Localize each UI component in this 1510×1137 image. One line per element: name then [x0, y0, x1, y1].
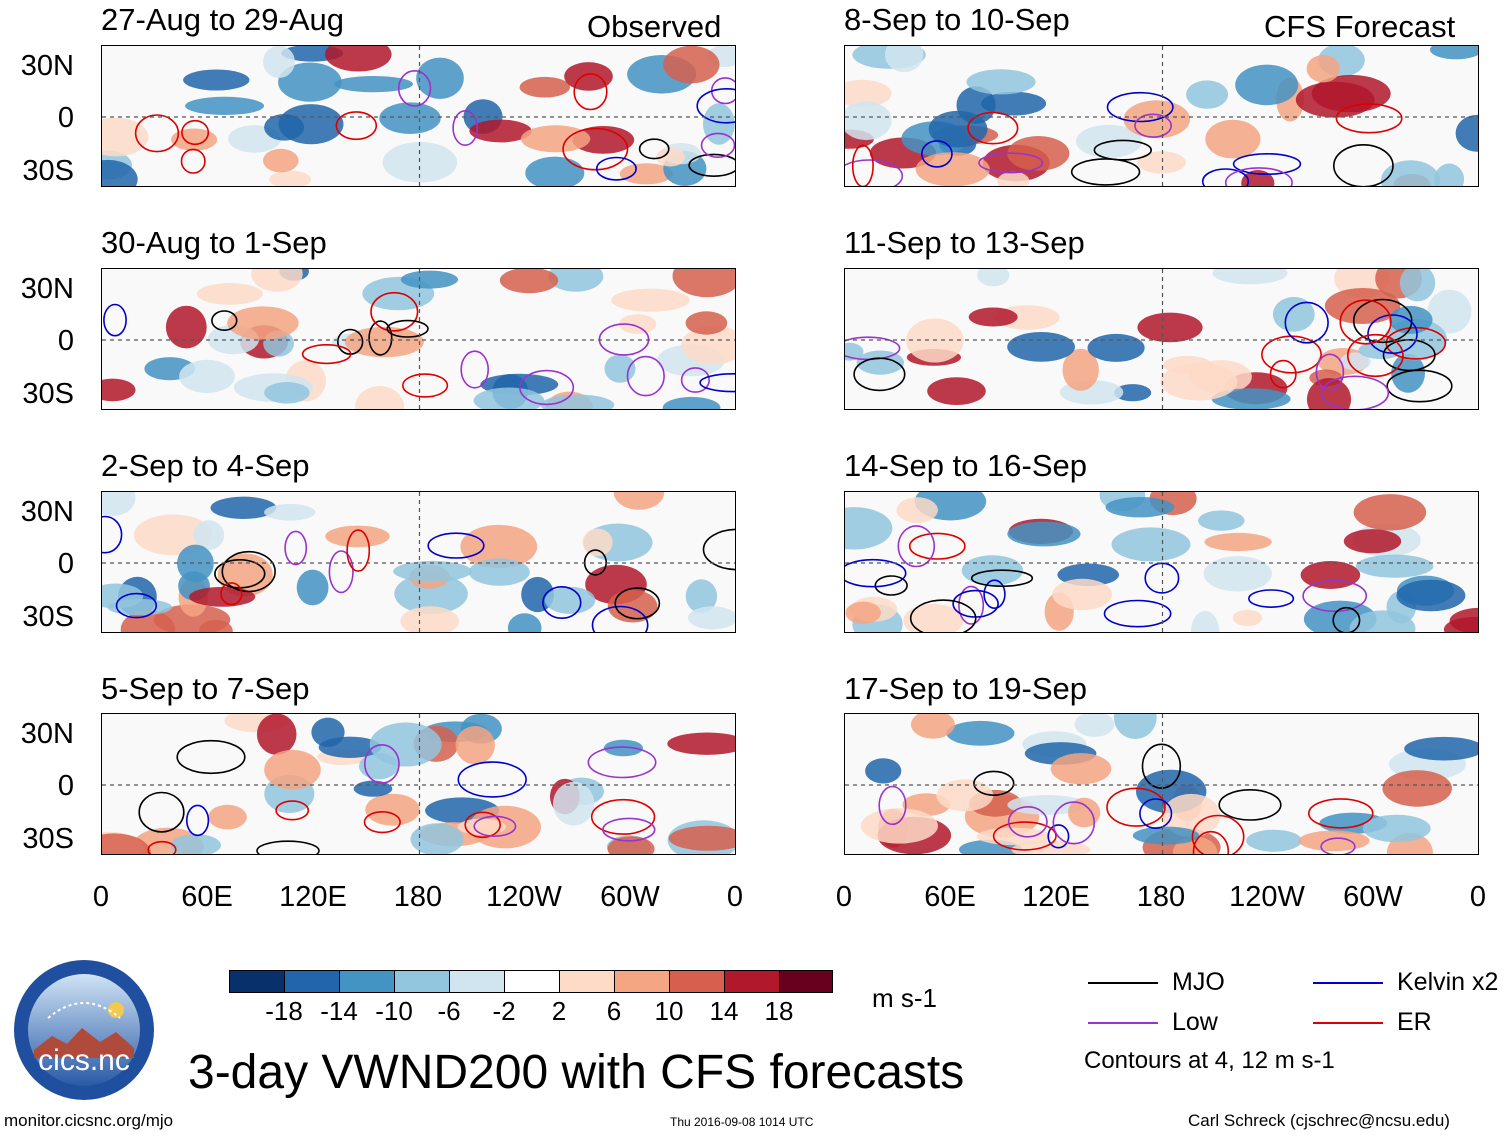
colorbar-label: 10	[654, 996, 684, 1026]
colorbar-swatch-6	[504, 970, 560, 993]
figure-title: 3-day VWND200 with CFS forecasts	[188, 1046, 965, 1099]
lat-label-0: 0	[57, 770, 74, 802]
legend-label-kelvin: Kelvin x2	[1397, 968, 1499, 996]
colorbar-swatch-10	[724, 970, 780, 993]
lat-label-30n: 30N	[20, 496, 74, 528]
colorbar-label: 6	[606, 996, 622, 1026]
legend-item-kelvin: Kelvin x2	[1313, 968, 1498, 997]
lon-label-180: 180	[1136, 881, 1186, 913]
panel-title-6: 11-Sep to 13-Sep	[844, 225, 1085, 260]
lat-label-0: 0	[57, 102, 74, 134]
panel-title-4: 5-Sep to 7-Sep	[101, 671, 310, 706]
lon-label-60w: 60W	[600, 881, 660, 913]
lat-label-30n: 30N	[20, 50, 74, 82]
legend-line-kelvin	[1313, 981, 1383, 984]
colorbar-label: -18	[265, 996, 303, 1026]
logo-text: cics.nc	[38, 1044, 130, 1077]
lon-label-60e: 60E	[181, 881, 233, 913]
map-panel-8	[844, 713, 1479, 855]
lon-label-180: 180	[393, 881, 443, 913]
footer-credit: Carl Schreck (cjschrec@ncsu.edu)	[1188, 1111, 1450, 1130]
panel-corner-label-observed: Observed	[587, 9, 722, 44]
lat-label-0: 0	[57, 325, 74, 357]
legend-line-er	[1313, 1021, 1383, 1024]
legend-label-er: ER	[1397, 1008, 1432, 1036]
colorbar-swatch-2	[284, 970, 340, 993]
panel-corner-label-cfs: CFS Forecast	[1264, 9, 1456, 44]
colorbar-swatch-5	[449, 970, 505, 993]
legend-label-mjo: MJO	[1172, 968, 1225, 996]
colorbar-units: m s-1	[872, 983, 937, 1013]
lon-label-60e: 60E	[924, 881, 976, 913]
colorbar-swatch-9	[669, 970, 725, 993]
map-panel-7	[844, 491, 1479, 633]
colorbar-swatch-7	[559, 970, 615, 993]
colorbar-swatch-8	[614, 970, 670, 993]
colorbar-label: -6	[437, 996, 461, 1026]
lat-label-0: 0	[57, 548, 74, 580]
legend-item-mjo: MJO	[1088, 968, 1225, 997]
map-panel-2	[101, 268, 736, 410]
map-panel-5	[844, 45, 1479, 187]
colorbar-label: -2	[492, 996, 516, 1026]
legend-line-mjo	[1088, 981, 1158, 984]
lon-label-120e: 120E	[1022, 881, 1090, 913]
panel-title-7: 14-Sep to 16-Sep	[844, 448, 1088, 483]
legend-line-low	[1088, 1021, 1158, 1024]
footer-url[interactable]: monitor.cicsnc.org/mjo	[4, 1111, 174, 1130]
map-panel-1	[101, 45, 736, 187]
legend-item-er: ER	[1313, 1008, 1432, 1037]
lat-label-30s: 30S	[22, 601, 74, 633]
colorbar-label: 14	[709, 996, 739, 1026]
footer-timestamp: Thu 2016-09-08 1014 UTC	[670, 1115, 814, 1129]
legend-label-low: Low	[1172, 1008, 1218, 1036]
map-panel-3	[101, 491, 736, 633]
panel-title-3: 2-Sep to 4-Sep	[101, 448, 310, 483]
lon-label-0-end: 0	[726, 881, 744, 913]
lon-label-120w: 120W	[1229, 881, 1305, 913]
panel-title-2: 30-Aug to 1-Sep	[101, 225, 327, 260]
lon-label-0: 0	[92, 881, 110, 913]
lon-label-0: 0	[835, 881, 853, 913]
lon-label-120w: 120W	[486, 881, 562, 913]
lon-label-0-end: 0	[1469, 881, 1487, 913]
lat-label-30s: 30S	[22, 823, 74, 855]
map-panel-6	[844, 268, 1479, 410]
colorbar-label: 18	[764, 996, 794, 1026]
lat-label-30s: 30S	[22, 378, 74, 410]
colorbar-label: -10	[375, 996, 413, 1026]
panel-title-8: 17-Sep to 19-Sep	[844, 671, 1088, 706]
lon-label-120e: 120E	[279, 881, 347, 913]
legend-note: Contours at 4, 12 m s-1	[1084, 1047, 1335, 1074]
lat-label-30s: 30S	[22, 155, 74, 187]
colorbar-label: 2	[551, 996, 567, 1026]
lat-label-30n: 30N	[20, 273, 74, 305]
colorbar-label: -14	[320, 996, 358, 1026]
panel-title-1: 27-Aug to 29-Aug	[101, 2, 345, 37]
lat-label-30n: 30N	[20, 718, 74, 750]
colorbar-swatch-11	[779, 970, 833, 993]
panel-title-5: 8-Sep to 10-Sep	[844, 2, 1070, 37]
colorbar-swatch-1	[229, 970, 285, 993]
cics-logo: cics.nc	[12, 958, 156, 1102]
legend-item-low: Low	[1088, 1008, 1218, 1037]
map-panel-4	[101, 713, 736, 855]
lon-label-60w: 60W	[1343, 881, 1403, 913]
colorbar-swatch-4	[394, 970, 450, 993]
colorbar-swatch-3	[339, 970, 395, 993]
